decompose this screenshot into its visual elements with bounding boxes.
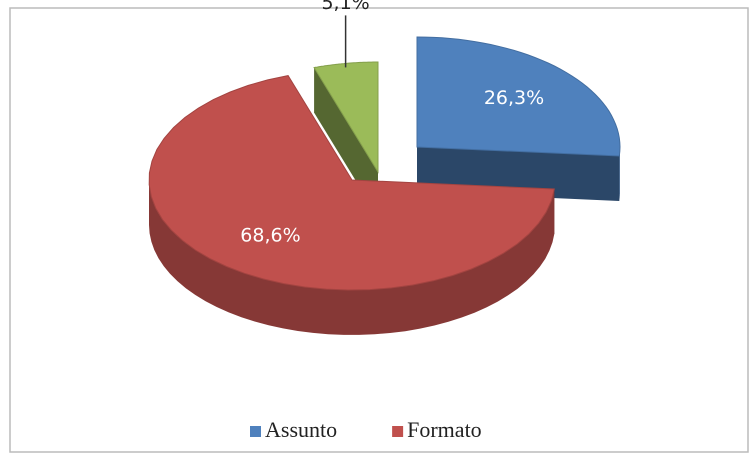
slice-face bbox=[314, 67, 378, 217]
legend: Assunto Formato bbox=[250, 417, 482, 442]
data-label: 68,6% bbox=[240, 225, 300, 247]
slice bbox=[148, 75, 555, 291]
legend-label: Assunto bbox=[265, 417, 337, 442]
pie: 26,3% 68,6% 5,1% bbox=[148, 0, 621, 335]
slice-side bbox=[619, 147, 620, 201]
slice bbox=[416, 36, 621, 157]
data-label: 5,1% bbox=[321, 0, 369, 14]
legend-swatch bbox=[250, 426, 261, 437]
legend-label: Formato bbox=[407, 417, 482, 442]
data-label: 26,3% bbox=[484, 87, 544, 109]
legend-swatch bbox=[392, 426, 404, 437]
slice-side bbox=[149, 180, 555, 335]
